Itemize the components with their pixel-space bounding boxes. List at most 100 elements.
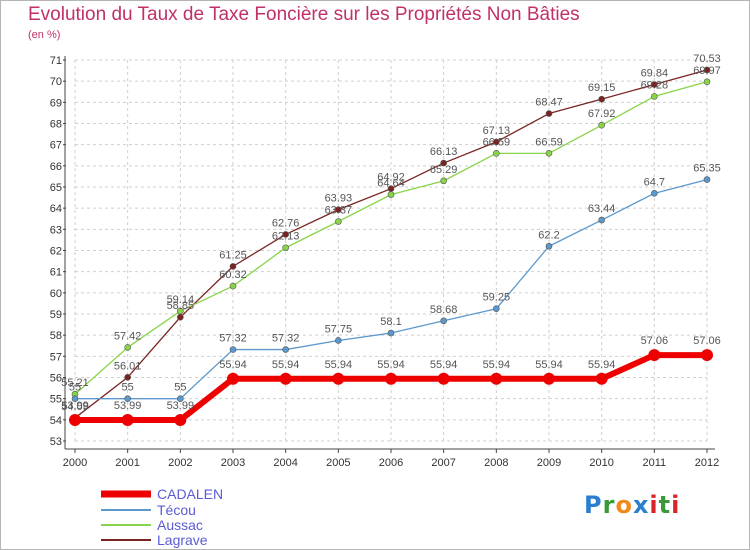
x-tick-label: 2004 [273,457,297,469]
data-label: 56.01 [114,360,142,372]
data-label: 64.92 [377,172,405,184]
data-label: 62.76 [272,217,300,229]
data-point [124,344,131,351]
data-label: 55.21 [61,377,89,389]
legend-item-lagrave: Lagrave [101,532,208,548]
x-tick-label: 2010 [589,457,613,469]
y-tick-label: 66 [50,161,62,173]
data-label: 62.2 [538,229,559,241]
data-point [229,282,237,290]
data-label: 55 [174,382,186,394]
data-label: 53.99 [61,400,89,412]
legend-label: Técou [157,502,196,518]
logo-letter: i [671,491,681,519]
data-point [177,313,184,321]
data-point [387,329,395,337]
legend-item-aussac: Aussac [101,517,203,533]
data-label: 59.14 [167,294,195,306]
y-tick-label: 53 [50,436,62,448]
x-tick-label: 2006 [379,457,403,469]
data-point [493,138,500,146]
data-label: 64.7 [644,176,665,188]
legend-item-cadalen: CADALEN [101,486,223,502]
data-point [335,218,342,225]
data-label: 60.32 [219,269,247,281]
data-point [701,349,713,362]
x-tick-label: 2011 [643,457,667,469]
data-point [440,317,447,325]
data-point [385,372,397,385]
x-tick-label: 2000 [63,457,87,469]
data-point [229,346,237,353]
data-label: 55.94 [219,359,247,371]
data-point [229,263,237,270]
logo-letter: o [615,491,633,519]
x-tick-label: 2012 [695,457,719,469]
x-tick-label: 2005 [326,457,350,469]
data-label: 57.75 [325,323,353,335]
data-label: 62.13 [272,231,300,243]
chart-title: Evolution du Taux de Taxe Foncière sur l… [28,4,580,25]
data-point [174,414,187,427]
data-point [124,373,131,381]
data-label: 55 [69,382,81,394]
data-point [545,150,553,157]
x-tick-label: 2008 [484,457,508,469]
logo-letter: r [602,491,616,519]
data-point [124,395,131,402]
series-lagrave [71,66,711,422]
data-point [598,121,605,129]
y-tick-label: 65 [50,182,62,194]
logo-letter: x [632,491,650,519]
logo-letter: t [658,491,672,519]
data-point [648,349,661,362]
series-cadalen [69,349,713,427]
data-point [545,242,553,250]
data-point [703,176,711,183]
data-label: 55.94 [430,359,458,371]
data-point [332,372,345,385]
x-tick-label: 2002 [168,457,192,469]
data-point [598,216,605,224]
data-label: 57.42 [114,330,142,342]
data-label: 66.59 [535,136,563,148]
data-label: 61.25 [219,249,247,261]
y-tick-label: 58 [50,330,62,342]
data-label: 69.84 [641,68,669,80]
series-aussac [71,78,711,398]
data-label: 58.68 [430,304,458,316]
data-label: 55.94 [272,359,300,371]
y-tick-label: 56 [50,373,62,385]
data-point [651,93,658,100]
data-label: 69.15 [588,82,616,94]
data-label: 55.94 [483,359,511,371]
data-label: 63.37 [325,205,353,217]
y-tick-label: 69 [50,97,62,109]
x-tick-label: 2003 [221,457,245,469]
data-label: 54.09 [61,401,89,413]
data-point [282,231,289,238]
data-point [335,206,342,213]
data-label: 57.32 [219,333,247,345]
data-label: 69.28 [641,79,669,91]
data-label: 65.29 [430,164,458,176]
data-label: 55 [122,382,134,394]
y-tick-label: 64 [50,203,62,215]
data-label: 55.94 [325,359,353,371]
data-point [595,372,608,385]
y-tick-label: 55 [50,394,62,406]
data-point [69,414,81,427]
data-label: 63.93 [325,193,353,205]
y-tick-label: 67 [50,140,62,152]
data-point [437,372,450,385]
y-tick-label: 57 [50,351,62,363]
data-label: 65.35 [693,163,721,175]
y-tick-label: 62 [50,246,62,258]
data-label: 69.97 [693,65,721,77]
legend-label: CADALEN [157,486,223,502]
data-label: 58.85 [167,300,195,312]
data-label: 67.13 [483,125,511,137]
data-point [703,78,711,86]
